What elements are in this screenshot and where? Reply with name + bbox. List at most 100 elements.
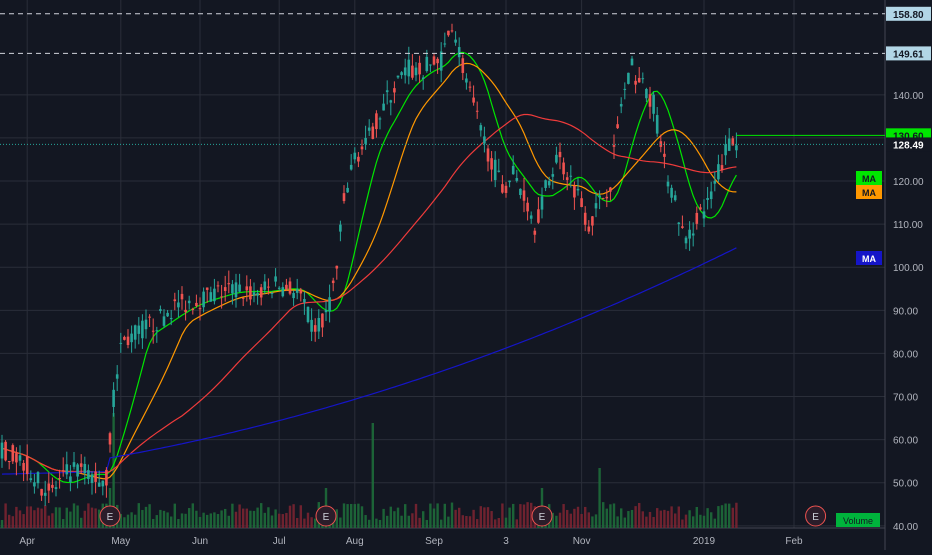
candle-body — [547, 181, 551, 186]
volume-bar — [720, 505, 724, 528]
volume-bar — [429, 503, 432, 528]
candle-body — [270, 292, 274, 294]
candle-body — [90, 474, 94, 484]
volume-bar — [486, 507, 490, 528]
candle-body — [83, 463, 87, 474]
ma-badge-label: MA — [862, 188, 876, 198]
candle-body — [202, 291, 205, 308]
candle-body — [699, 207, 702, 210]
volume-bar — [162, 510, 166, 528]
volume-bar — [612, 503, 616, 528]
candle-body — [681, 226, 684, 228]
volume-bar — [717, 506, 720, 528]
candle-body — [313, 325, 317, 332]
candle-body — [173, 299, 177, 302]
candle-body — [33, 482, 36, 487]
candle-body — [670, 187, 673, 198]
volume-bar — [346, 504, 349, 528]
volume-bar — [126, 514, 130, 528]
volume-bar — [494, 519, 497, 528]
volume-bar — [587, 512, 590, 528]
volume-bar — [731, 507, 734, 528]
candle-body — [630, 58, 634, 66]
volume-bar — [198, 517, 202, 528]
candle-body — [137, 325, 141, 334]
candle-body — [702, 211, 706, 219]
volume-bar — [206, 514, 209, 528]
volume-bar — [389, 506, 392, 528]
volume-bar — [220, 510, 223, 528]
volume-bar — [598, 468, 601, 528]
volume-bar — [285, 512, 288, 528]
volume-bar — [227, 515, 230, 528]
volume-bar — [0, 519, 4, 528]
volume-bar — [90, 507, 94, 528]
volume-bar — [425, 519, 428, 528]
volume-bar — [144, 506, 148, 528]
candle-body — [285, 284, 288, 290]
candle-body — [493, 159, 497, 181]
volume-bar — [155, 515, 158, 528]
candle-body — [486, 148, 490, 162]
candle-body — [119, 342, 123, 344]
candle-body — [724, 144, 727, 156]
volume-bar — [40, 508, 43, 528]
volume-bar — [684, 514, 688, 528]
candle-body — [403, 67, 407, 76]
volume-bar — [184, 513, 187, 528]
candle-body — [465, 78, 468, 83]
candle-body — [342, 193, 346, 202]
volume-bar — [292, 504, 295, 528]
volume-bar — [490, 511, 493, 528]
candle-body — [580, 198, 583, 208]
prev-close-label: 130.60 — [893, 131, 924, 142]
candle-body — [537, 209, 540, 223]
volume-bar — [76, 505, 79, 528]
y-tick-label: 80.00 — [893, 349, 918, 360]
candle-body — [133, 325, 137, 340]
candle-body — [4, 441, 7, 461]
candle-body — [663, 153, 666, 157]
candle-body — [29, 478, 33, 481]
ma-badge-label: MA — [862, 254, 876, 264]
volume-bar — [400, 515, 403, 528]
earnings-marker-icon — [315, 505, 337, 527]
volume-bar — [702, 515, 706, 528]
volume-bar — [350, 503, 353, 528]
x-tick-label: Apr — [19, 536, 35, 547]
candle-body — [195, 302, 198, 307]
price-level-label: 149.61 — [893, 49, 924, 60]
candle-body — [216, 285, 220, 287]
candle-body — [389, 100, 393, 103]
candle-body — [36, 472, 40, 484]
candle-body — [457, 47, 461, 58]
volume-bar — [87, 503, 90, 528]
volume-bar — [202, 512, 205, 528]
candle-body — [609, 187, 612, 192]
volume-bar — [15, 506, 18, 528]
candle-body — [51, 484, 54, 488]
y-tick-label: 50.00 — [893, 479, 918, 490]
volume-bar — [375, 518, 378, 528]
candle-body — [511, 165, 515, 175]
candle-body — [393, 88, 396, 93]
candle-body — [616, 124, 619, 129]
candle-body — [706, 198, 709, 200]
volume-bar — [339, 517, 342, 528]
candle-body — [349, 164, 353, 170]
candle-body — [400, 72, 403, 76]
volume-bar — [80, 517, 83, 528]
candle-body — [540, 196, 544, 210]
moving-average-line — [1, 247, 737, 475]
candle-body — [501, 184, 504, 193]
volume-bar — [18, 510, 22, 528]
candle-body — [454, 39, 457, 43]
volume-bar — [436, 503, 439, 528]
candle-body — [519, 188, 522, 196]
candle-body — [576, 188, 580, 191]
volume-bar — [627, 511, 630, 528]
candle-body — [439, 51, 443, 71]
volume-bar — [249, 510, 252, 528]
